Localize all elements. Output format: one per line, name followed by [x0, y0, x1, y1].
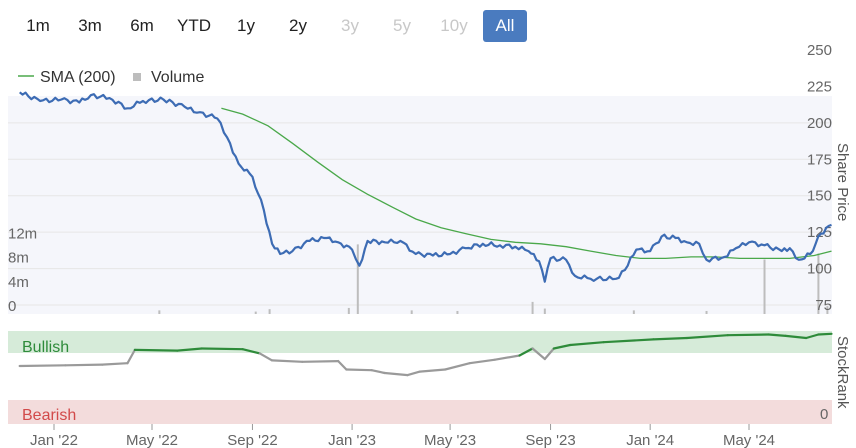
stockrank-segment	[64, 363, 104, 367]
volume-bar	[268, 309, 271, 314]
volume-tick-label: 8m	[8, 250, 29, 267]
price-tick-label: 75	[815, 297, 832, 314]
stockrank-segment	[602, 338, 655, 344]
date-tick-label: May '22	[126, 432, 178, 448]
range-button-1y[interactable]: 1y	[237, 16, 255, 35]
volume-bar	[763, 259, 766, 314]
stockrank-line	[18, 332, 833, 377]
date-tick-label: Jan '23	[328, 432, 376, 448]
volume-bar	[826, 306, 829, 314]
stockrank-segment	[18, 364, 67, 368]
stockrank-segment	[133, 348, 179, 352]
stockrank-segment	[301, 360, 340, 363]
price-tick-label: 200	[807, 115, 832, 132]
range-button-all[interactable]: All	[483, 10, 527, 42]
stockrank-segment	[784, 334, 808, 340]
stockrank-axis-title: StockRank	[834, 336, 851, 409]
volume-bar	[531, 301, 534, 314]
stockrank-segment	[767, 333, 787, 337]
volume-tick-label: 4m	[8, 274, 29, 291]
volume-bar	[456, 310, 459, 314]
date-tick-label: Jan '22	[30, 432, 78, 448]
legend-sma-label[interactable]: SMA (200)	[40, 69, 116, 86]
volume-bar	[158, 310, 161, 314]
bullish-label: Bullish	[22, 339, 69, 356]
range-button-2y[interactable]: 2y	[289, 16, 307, 35]
sma-200-line	[221, 107, 832, 260]
stockrank-segment	[805, 333, 820, 340]
stockrank-segment	[370, 369, 386, 375]
legend-volume-swatch	[133, 73, 141, 81]
range-button-5y: 5y	[393, 16, 411, 35]
stockrank-segment	[101, 362, 129, 366]
volume-bar	[356, 244, 359, 314]
bullish-band	[8, 331, 832, 353]
stockrank-segment	[241, 348, 261, 355]
stockrank-segment	[569, 341, 605, 347]
date-tick-label: May '23	[424, 432, 476, 448]
price-tick-label: 100	[807, 261, 832, 278]
stockrank-segment	[468, 358, 497, 365]
bearish-label: Bearish	[22, 407, 76, 424]
stockrank-segment	[270, 359, 304, 363]
stockrank-segment	[493, 354, 521, 361]
chart-legend: SMA (200) Volume	[18, 69, 204, 86]
volume-bar	[632, 310, 635, 314]
stockrank-segment	[176, 347, 203, 352]
stockrank-segment	[685, 334, 729, 340]
range-button-3y: 3y	[341, 16, 359, 35]
stockrank-segment	[418, 368, 447, 373]
share-price-line	[19, 91, 832, 283]
bearish-band	[8, 400, 832, 424]
date-tick-label: Jan '24	[626, 432, 674, 448]
volume-tick-label: 12m	[8, 225, 37, 242]
range-button-10y: 10y	[440, 16, 468, 35]
volume-tick-label: 0	[8, 298, 16, 315]
volume-bars	[158, 244, 829, 314]
price-gridlines	[8, 122, 832, 306]
stockrank-zero-tick: 0	[820, 406, 828, 423]
price-tick-label: 150	[807, 188, 832, 205]
stockrank-segment	[552, 343, 572, 350]
price-tick-label: 175	[807, 151, 832, 168]
stockrank-segment	[345, 368, 373, 372]
stockrank-segment	[406, 370, 421, 377]
date-tick-label: May '24	[723, 432, 775, 448]
price-plot-background	[8, 96, 832, 314]
share-price-axis-title: Share Price	[834, 143, 851, 221]
volume-bar	[410, 310, 413, 314]
volume-bar	[817, 253, 820, 314]
stockrank-segment	[726, 333, 770, 337]
stockrank-segment	[258, 352, 274, 362]
stockrank-segment	[200, 347, 244, 351]
stockrank-segment	[543, 347, 555, 361]
volume-bar	[254, 311, 257, 314]
date-tick-label: Sep '23	[525, 432, 575, 448]
range-button-3m[interactable]: 3m	[78, 16, 102, 35]
range-button-1m[interactable]: 1m	[26, 16, 50, 35]
range-button-6m[interactable]: 6m	[130, 16, 154, 35]
price-tick-label: 250	[807, 42, 832, 59]
stockrank-segment	[126, 348, 136, 365]
price-tick-label: 225	[807, 78, 832, 95]
stockrank-segment	[531, 347, 546, 361]
range-button-ytd[interactable]: YTD	[177, 16, 211, 35]
stockrank-segment	[652, 336, 689, 341]
stockrank-segment	[337, 360, 348, 371]
date-tick-label: Sep '22	[227, 432, 277, 448]
volume-bar	[705, 310, 708, 314]
volume-axis-ticks: 0 4m 8m 12m	[8, 225, 37, 315]
volume-bar	[543, 308, 546, 314]
stockrank-segment	[817, 332, 833, 336]
stockrank-segment	[383, 371, 409, 377]
stockrank-segment	[444, 362, 471, 371]
volume-bar	[347, 307, 350, 314]
date-axis: Jan '22 May '22 Sep '22 Jan '23 May '23 Sep '…	[30, 424, 775, 448]
legend-volume-label[interactable]: Volume	[151, 69, 204, 86]
stockrank-segment	[518, 347, 534, 357]
